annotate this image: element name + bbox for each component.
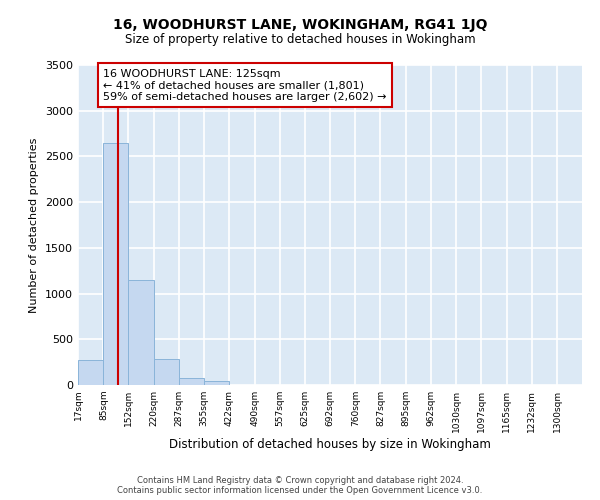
Y-axis label: Number of detached properties: Number of detached properties xyxy=(29,138,40,312)
Text: 16 WOODHURST LANE: 125sqm
← 41% of detached houses are smaller (1,801)
59% of se: 16 WOODHURST LANE: 125sqm ← 41% of detac… xyxy=(103,68,387,102)
Bar xyxy=(179,378,204,385)
Bar xyxy=(128,280,154,385)
Bar xyxy=(103,142,128,385)
Text: Size of property relative to detached houses in Wokingham: Size of property relative to detached ho… xyxy=(125,32,475,46)
Bar xyxy=(204,382,229,385)
Bar xyxy=(154,360,179,385)
Text: Contains HM Land Registry data © Crown copyright and database right 2024.
Contai: Contains HM Land Registry data © Crown c… xyxy=(118,476,482,495)
X-axis label: Distribution of detached houses by size in Wokingham: Distribution of detached houses by size … xyxy=(169,438,491,450)
Bar xyxy=(78,360,103,385)
Text: 16, WOODHURST LANE, WOKINGHAM, RG41 1JQ: 16, WOODHURST LANE, WOKINGHAM, RG41 1JQ xyxy=(113,18,487,32)
